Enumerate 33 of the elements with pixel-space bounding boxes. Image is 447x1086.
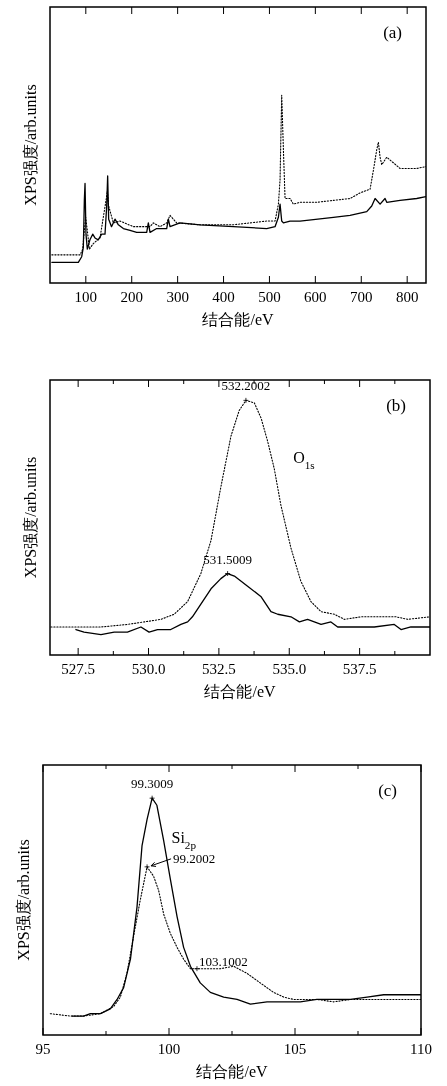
- annotation: 531.5009: [203, 551, 252, 567]
- x-tick-label: 200: [120, 289, 143, 305]
- x-tick-label: 110: [410, 1041, 432, 1057]
- annotation: 99.2002: [173, 850, 216, 866]
- x-axis-title: 结合能/eV: [202, 311, 274, 328]
- x-tick-label: 105: [283, 1041, 307, 1057]
- x-tick-label: 500: [258, 289, 281, 305]
- annotation: 103.1002: [198, 953, 248, 969]
- x-axis-title: 结合能/eV: [204, 683, 276, 700]
- x-tick-label: 532.5: [202, 661, 236, 677]
- x-tick-label: 535.0: [272, 661, 307, 677]
- x-tick-label: 527.5: [61, 661, 96, 677]
- x-tick-label: 800: [395, 289, 419, 305]
- y-axis-title: XPS强度/arb.units: [22, 456, 39, 579]
- y-axis-title: XPS强度/arb.units: [15, 839, 32, 961]
- x-tick-label: 100: [74, 289, 98, 305]
- annotation: Si$_{2p}$: [171, 829, 197, 852]
- annotation: O$_{1s}$: [293, 448, 315, 471]
- x-tick-label: 100: [157, 1041, 181, 1057]
- chart-title: (b): [386, 396, 406, 415]
- x-tick-label: 95: [35, 1041, 51, 1057]
- x-tick-label: 700: [350, 289, 373, 305]
- x-axis-title: 结合能/eV: [196, 1063, 268, 1080]
- x-tick-label: 530.0: [131, 661, 166, 677]
- x-tick-label: 600: [304, 289, 327, 305]
- annotation: 532.2002: [221, 378, 271, 394]
- chart-title: (c): [378, 781, 397, 800]
- annotation: 99.3009: [130, 776, 174, 792]
- chart-title: (a): [383, 23, 402, 42]
- x-tick-label: 300: [166, 289, 189, 305]
- y-axis-title: XPS强度/arb.units: [22, 84, 39, 206]
- x-tick-label: 400: [212, 289, 235, 305]
- x-tick-label: 537.5: [342, 661, 377, 677]
